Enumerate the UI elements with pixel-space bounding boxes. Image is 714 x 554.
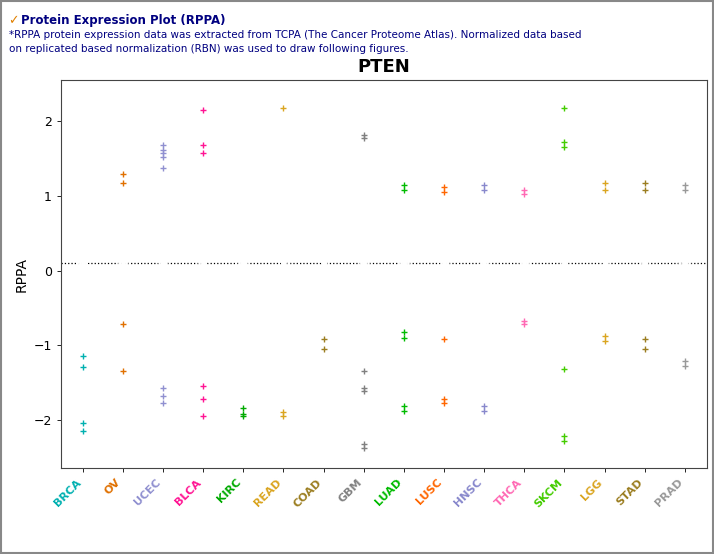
Point — [518, 255, 530, 264]
Point — [679, 265, 690, 274]
Point — [639, 263, 650, 271]
Point — [117, 245, 129, 254]
Point — [238, 255, 249, 264]
Point — [278, 253, 289, 261]
Point — [478, 255, 490, 264]
Point — [438, 253, 450, 261]
Point — [157, 260, 169, 269]
Point — [318, 255, 329, 264]
Point — [599, 265, 610, 274]
Point — [77, 250, 89, 259]
Point — [198, 255, 209, 264]
Text: ✓: ✓ — [9, 14, 19, 27]
Point — [398, 251, 410, 260]
Title: PTEN: PTEN — [358, 58, 410, 76]
Point — [558, 263, 570, 271]
Point — [358, 245, 369, 254]
Text: Protein Expression Plot (RPPA): Protein Expression Plot (RPPA) — [21, 14, 226, 27]
Y-axis label: RPPA: RPPA — [15, 257, 29, 292]
Text: *RPPA protein expression data was extracted from TCPA (The Cancer Proteome Atlas: *RPPA protein expression data was extrac… — [9, 30, 581, 54]
